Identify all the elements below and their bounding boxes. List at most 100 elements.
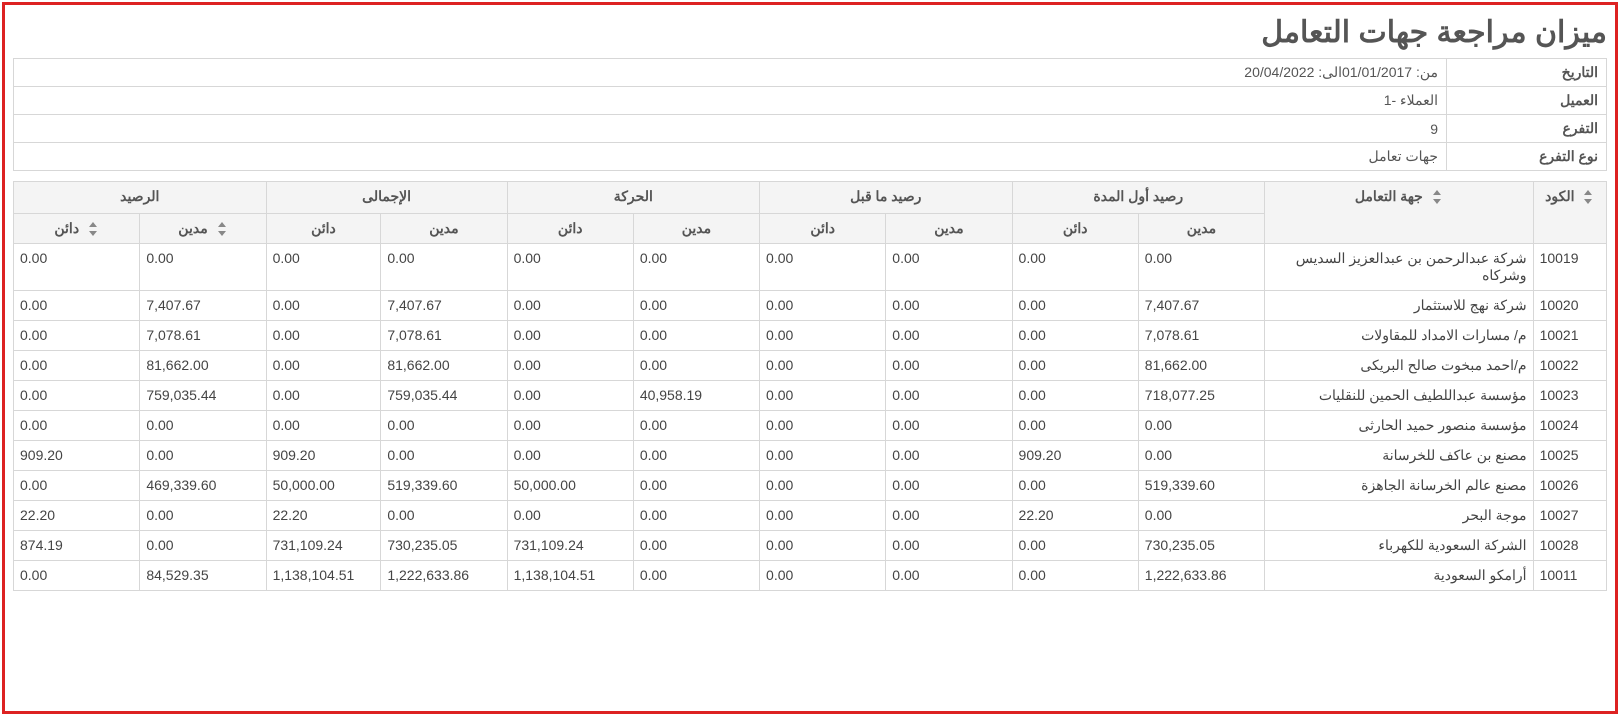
sort-icon[interactable]: [1582, 190, 1594, 204]
table-row: 10011أرامكو السعودية1,222,633.860.000.00…: [14, 561, 1607, 591]
open-credit-cell: 0.00: [1012, 351, 1138, 381]
total-debit-cell: 0.00: [381, 244, 507, 291]
balance-credit-cell: 0.00: [14, 321, 140, 351]
meta-row-branch: التفرع 9: [14, 115, 1607, 143]
table-body: 10019شركة عبدالرحمن بن عبدالعزيز السديس …: [14, 244, 1607, 591]
sub-prior-debit[interactable]: مدين: [886, 214, 1012, 244]
move-debit-cell: 0.00: [633, 471, 759, 501]
col-opening-header[interactable]: رصيد أول المدة: [1012, 182, 1264, 214]
code-cell: 10026: [1533, 471, 1606, 501]
prior-debit-cell: 0.00: [886, 244, 1012, 291]
balance-credit-cell: 0.00: [14, 244, 140, 291]
table-row: 10020شركة نهج للاستثمار7,407.670.000.000…: [14, 291, 1607, 321]
move-debit-cell: 0.00: [633, 321, 759, 351]
open-debit-cell: 519,339.60: [1138, 471, 1264, 501]
name-cell: مصنع عالم الخرسانة الجاهزة: [1265, 471, 1534, 501]
meta-branch-value: 9: [14, 115, 1447, 143]
balance-credit-cell: 0.00: [14, 351, 140, 381]
open-credit-cell: 0.00: [1012, 471, 1138, 501]
open-credit-cell: 22.20: [1012, 501, 1138, 531]
balance-debit-cell: 0.00: [140, 501, 266, 531]
total-debit-cell: 1,222,633.86: [381, 561, 507, 591]
prior-credit-cell: 0.00: [760, 351, 886, 381]
sort-icon[interactable]: [87, 222, 99, 236]
sub-open-debit[interactable]: مدين: [1138, 214, 1264, 244]
sort-icon[interactable]: [1431, 190, 1443, 204]
sub-total-debit[interactable]: مدين: [381, 214, 507, 244]
sub-balance-debit[interactable]: مدين: [140, 214, 266, 244]
prior-credit-cell: 0.00: [760, 561, 886, 591]
move-credit-cell: 0.00: [507, 291, 633, 321]
name-cell: م/احمد مبخوت صالح البريكى: [1265, 351, 1534, 381]
sub-total-credit[interactable]: دائن: [266, 214, 381, 244]
move-debit-cell: 0.00: [633, 411, 759, 441]
prior-credit-cell: 0.00: [760, 381, 886, 411]
name-cell: مؤسسة عبداللطيف الحمين للنقليات: [1265, 381, 1534, 411]
balance-credit-cell: 909.20: [14, 441, 140, 471]
sub-open-credit[interactable]: دائن: [1012, 214, 1138, 244]
meta-client-value: العملاء -1: [14, 87, 1447, 115]
open-debit-cell: 1,222,633.86: [1138, 561, 1264, 591]
table-row: 10026مصنع عالم الخرسانة الجاهزة519,339.6…: [14, 471, 1607, 501]
meta-date-value: من: 01/01/2017الى: 20/04/2022: [14, 59, 1447, 87]
total-debit-cell: 81,662.00: [381, 351, 507, 381]
sub-move-debit[interactable]: مدين: [633, 214, 759, 244]
col-code-header[interactable]: الكود: [1533, 182, 1606, 244]
sub-move-credit[interactable]: دائن: [507, 214, 633, 244]
prior-debit-cell: 0.00: [886, 501, 1012, 531]
col-movement-header[interactable]: الحركة: [507, 182, 759, 214]
table-row: 10028الشركة السعودية للكهرباء730,235.050…: [14, 531, 1607, 561]
move-debit-cell: 0.00: [633, 351, 759, 381]
code-cell: 10019: [1533, 244, 1606, 291]
code-cell: 10025: [1533, 441, 1606, 471]
move-debit-cell: 0.00: [633, 291, 759, 321]
move-credit-cell: 0.00: [507, 501, 633, 531]
total-debit-cell: 519,339.60: [381, 471, 507, 501]
prior-debit-cell: 0.00: [886, 561, 1012, 591]
open-credit-cell: 0.00: [1012, 411, 1138, 441]
name-cell: الشركة السعودية للكهرباء: [1265, 531, 1534, 561]
balance-debit-cell: 469,339.60: [140, 471, 266, 501]
move-credit-cell: 0.00: [507, 411, 633, 441]
sub-balance-credit[interactable]: دائن: [14, 214, 140, 244]
open-credit-cell: 0.00: [1012, 291, 1138, 321]
open-debit-cell: 0.00: [1138, 441, 1264, 471]
open-credit-cell: 0.00: [1012, 321, 1138, 351]
code-cell: 10024: [1533, 411, 1606, 441]
table-row: 10022م/احمد مبخوت صالح البريكى81,662.000…: [14, 351, 1607, 381]
code-cell: 10011: [1533, 561, 1606, 591]
move-debit-cell: 40,958.19: [633, 381, 759, 411]
prior-credit-cell: 0.00: [760, 291, 886, 321]
col-balance-header[interactable]: الرصيد: [14, 182, 267, 214]
total-credit-cell: 0.00: [266, 411, 381, 441]
balance-debit-cell: 84,529.35: [140, 561, 266, 591]
col-entity-header[interactable]: جهة التعامل: [1265, 182, 1534, 244]
prior-debit-cell: 0.00: [886, 531, 1012, 561]
open-credit-cell: 0.00: [1012, 244, 1138, 291]
sort-icon[interactable]: [216, 222, 228, 236]
sub-prior-credit[interactable]: دائن: [760, 214, 886, 244]
col-entity-label: جهة التعامل: [1355, 188, 1423, 204]
open-debit-cell: 0.00: [1138, 501, 1264, 531]
code-cell: 10027: [1533, 501, 1606, 531]
total-credit-cell: 0.00: [266, 291, 381, 321]
balance-credit-cell: 0.00: [14, 381, 140, 411]
prior-credit-cell: 0.00: [760, 471, 886, 501]
prior-debit-cell: 0.00: [886, 291, 1012, 321]
col-total-header[interactable]: الإجمالى: [266, 182, 507, 214]
code-cell: 10023: [1533, 381, 1606, 411]
move-credit-cell: 0.00: [507, 244, 633, 291]
move-credit-cell: 0.00: [507, 441, 633, 471]
open-debit-cell: 0.00: [1138, 411, 1264, 441]
prior-debit-cell: 0.00: [886, 351, 1012, 381]
balance-debit-cell: 7,078.61: [140, 321, 266, 351]
total-debit-cell: 0.00: [381, 501, 507, 531]
col-prior-header[interactable]: رصيد ما قبل: [760, 182, 1012, 214]
meta-branch-type-value: جهات تعامل: [14, 143, 1447, 171]
total-credit-cell: 0.00: [266, 244, 381, 291]
balance-credit-cell: 874.19: [14, 531, 140, 561]
total-debit-cell: 0.00: [381, 441, 507, 471]
move-credit-cell: 731,109.24: [507, 531, 633, 561]
name-cell: موجة البحر: [1265, 501, 1534, 531]
move-debit-cell: 0.00: [633, 244, 759, 291]
